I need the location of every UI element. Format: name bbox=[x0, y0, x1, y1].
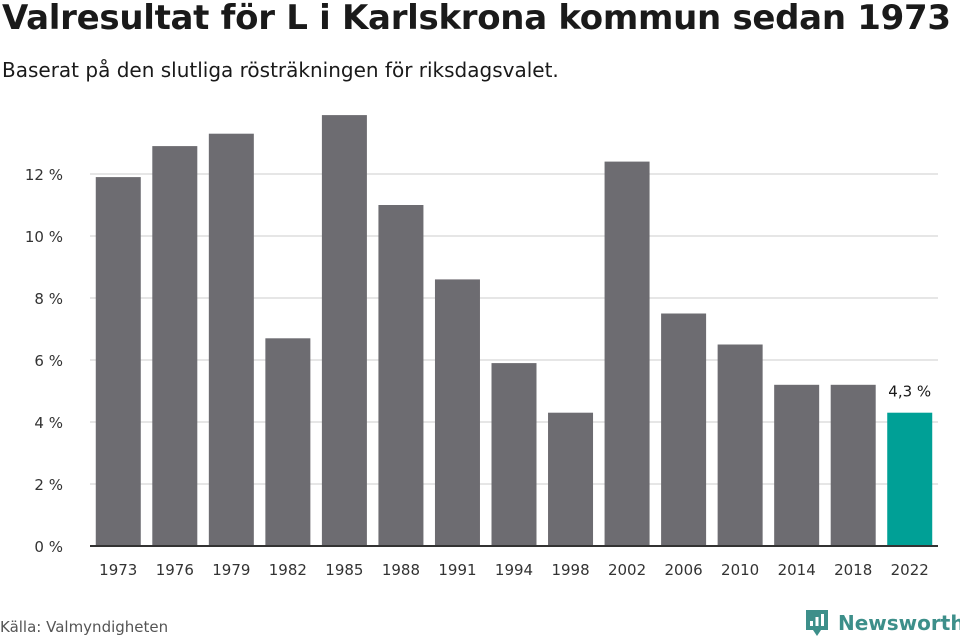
y-tick-label: 6 % bbox=[34, 352, 63, 370]
y-tick-label: 10 % bbox=[25, 228, 63, 246]
y-tick-label: 12 % bbox=[25, 166, 63, 184]
bar-1973 bbox=[95, 177, 141, 546]
x-tick-label: 2006 bbox=[665, 561, 703, 579]
x-tick-label: 2022 bbox=[891, 561, 929, 579]
bar-1982 bbox=[265, 338, 311, 546]
bar-2014 bbox=[774, 384, 820, 546]
x-tick-label: 1994 bbox=[495, 561, 533, 579]
bar-2022 bbox=[887, 412, 933, 546]
bar-2018 bbox=[830, 384, 876, 546]
x-tick-label: 2010 bbox=[721, 561, 759, 579]
bar-2006 bbox=[661, 313, 707, 546]
x-tick-label: 1979 bbox=[212, 561, 250, 579]
x-tick-label: 1982 bbox=[269, 561, 307, 579]
y-axis-tick-labels: 0 % 2 % 4 % 6 % 8 % 10 % 12 % bbox=[25, 166, 63, 556]
y-tick-label: 2 % bbox=[34, 476, 63, 494]
chart-subtitle: Baserat på den slutliga rösträkningen fö… bbox=[2, 58, 559, 82]
x-tick-label: 2014 bbox=[778, 561, 816, 579]
x-tick-label: 1973 bbox=[99, 561, 137, 579]
bars bbox=[95, 115, 933, 546]
bar-1979 bbox=[208, 133, 254, 546]
bar-1988 bbox=[378, 205, 424, 546]
y-tick-label: 4 % bbox=[34, 414, 63, 432]
brand-logo: Newsworthy bbox=[804, 608, 960, 638]
bar-1985 bbox=[321, 115, 367, 546]
bar-1998 bbox=[548, 412, 594, 546]
x-tick-label: 1988 bbox=[382, 561, 420, 579]
bar-2002 bbox=[604, 161, 650, 546]
bar-2010 bbox=[717, 344, 763, 546]
x-tick-label: 1998 bbox=[551, 561, 589, 579]
x-tick-label: 1976 bbox=[156, 561, 194, 579]
x-tick-label: 2002 bbox=[608, 561, 646, 579]
bar-1976 bbox=[152, 146, 198, 546]
brand-name: Newsworthy bbox=[838, 611, 960, 635]
source-note: Källa: Valmyndigheten bbox=[0, 618, 169, 636]
x-tick-label: 2018 bbox=[834, 561, 872, 579]
y-tick-label: 8 % bbox=[34, 290, 63, 308]
x-tick-label: 1991 bbox=[438, 561, 476, 579]
x-axis-tick-labels: 1973 1976 1979 1982 1985 1988 1991 1994 1998 2002… bbox=[99, 561, 929, 579]
newsworthy-logo-icon bbox=[806, 610, 828, 636]
data-labels: 4,3 % bbox=[888, 383, 931, 401]
bar-chart: 0 %2 %4 %6 %8 %10 %12 % 4,3 % 1973 1976 19… bbox=[25, 115, 938, 579]
data-label-2022: 4,3 % bbox=[888, 383, 931, 401]
x-tick-label: 1985 bbox=[325, 561, 363, 579]
bar-1994 bbox=[491, 363, 537, 546]
bar-1991 bbox=[434, 279, 480, 546]
y-tick-label: 0 % bbox=[34, 538, 63, 556]
chart-title: Valresultat för L i Karlskrona kommun se… bbox=[2, 0, 951, 38]
